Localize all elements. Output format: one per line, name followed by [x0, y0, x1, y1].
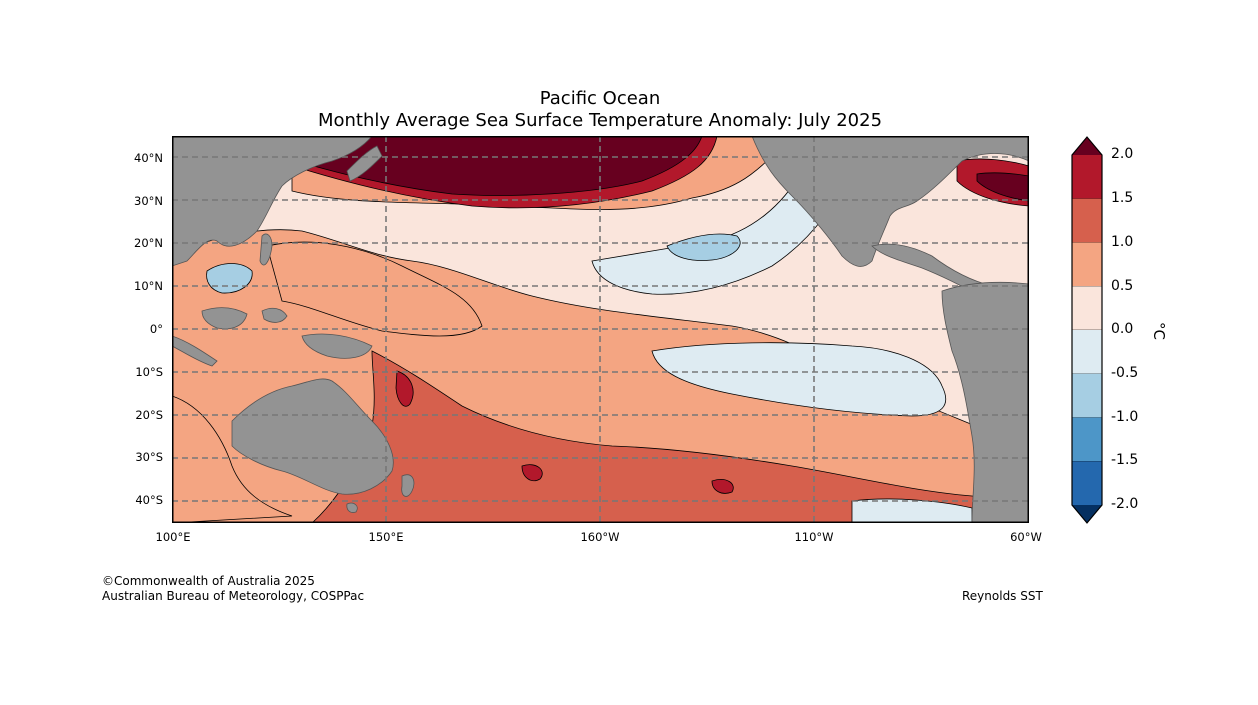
colorbar-tick: 2.0 [1111, 146, 1134, 162]
lon-label-150e: 150°E [368, 530, 404, 544]
lat-label-30n: 30°N [134, 194, 163, 208]
land-south-america [941, 281, 1029, 523]
lat-label-40n: 40°N [134, 151, 163, 165]
lon-label-60w: 60°W [1010, 530, 1042, 544]
agency-text: Australian Bureau of Meteorology, COSPPa… [102, 589, 365, 603]
colorbar-band [1072, 330, 1102, 375]
lon-label-100e: 100°E [155, 530, 191, 544]
land-tasmania [346, 502, 358, 513]
colorbar [1071, 136, 1103, 524]
land-maritime-continent [172, 307, 373, 367]
lat-label-40s: 40°S [135, 493, 163, 507]
lat-label-30s: 30°S [135, 450, 163, 464]
lat-label-equator: 0° [149, 322, 163, 336]
anomaly-region-warm-southwest [172, 395, 293, 523]
graticule [172, 136, 1029, 523]
colorbar-tick: -1.5 [1111, 452, 1139, 468]
lat-label-10n: 10°N [134, 279, 163, 293]
colorbar-tick: 1.5 [1111, 190, 1134, 206]
lat-label-20n: 20°N [134, 236, 163, 250]
colorbar-band [1072, 137, 1102, 155]
land-japan [346, 145, 383, 182]
lon-label-160w: 160°W [580, 530, 620, 544]
anomaly-region-warm-west [266, 241, 483, 337]
land-australia [231, 378, 394, 495]
colorbar-tick: -0.5 [1111, 365, 1139, 381]
anomaly-region-very-warm-south [395, 370, 734, 494]
anomaly-region-cool-patch [666, 233, 741, 261]
map-frame [172, 136, 1029, 523]
colorbar-band [1072, 155, 1102, 200]
lat-label-20s: 20°S [135, 408, 163, 422]
land-masses [172, 136, 1029, 523]
lon-label-110w: 110°W [794, 530, 834, 544]
colorbar-tick: 0.0 [1111, 321, 1134, 337]
land-philippines [259, 233, 273, 266]
colorbar-tick: 0.5 [1111, 278, 1134, 294]
colorbar-band [1072, 242, 1102, 287]
land-asia [172, 136, 373, 267]
colorbar-outline [1071, 136, 1103, 524]
sst-anomaly-map [172, 136, 1029, 523]
colorbar-band [1072, 198, 1102, 243]
colorbar-band [1072, 417, 1102, 462]
anomaly-region-cool-equatorial [651, 342, 947, 417]
anomaly-region-extreme-northeast-core [976, 172, 1029, 202]
chart-title: Pacific Ocean [539, 88, 661, 109]
chart-subtitle: Monthly Average Sea Surface Temperature … [317, 110, 883, 131]
colorbar-band [1072, 461, 1102, 506]
colorbar-tick: -1.0 [1111, 409, 1139, 425]
colorbar-band [1072, 373, 1102, 418]
colorbar-tick: -2.0 [1111, 496, 1139, 512]
lat-label-10s: 10°S [135, 365, 163, 379]
colorbar-unit-label: °C [1149, 322, 1168, 340]
colorbar-band [1072, 505, 1102, 523]
colorbar-tick: 1.0 [1111, 234, 1134, 250]
copyright-text: ©Commonwealth of Australia 2025 [102, 574, 315, 588]
data-source-text: Reynolds SST [962, 589, 1043, 603]
colorbar-band [1072, 286, 1102, 331]
land-new-zealand [401, 474, 415, 497]
